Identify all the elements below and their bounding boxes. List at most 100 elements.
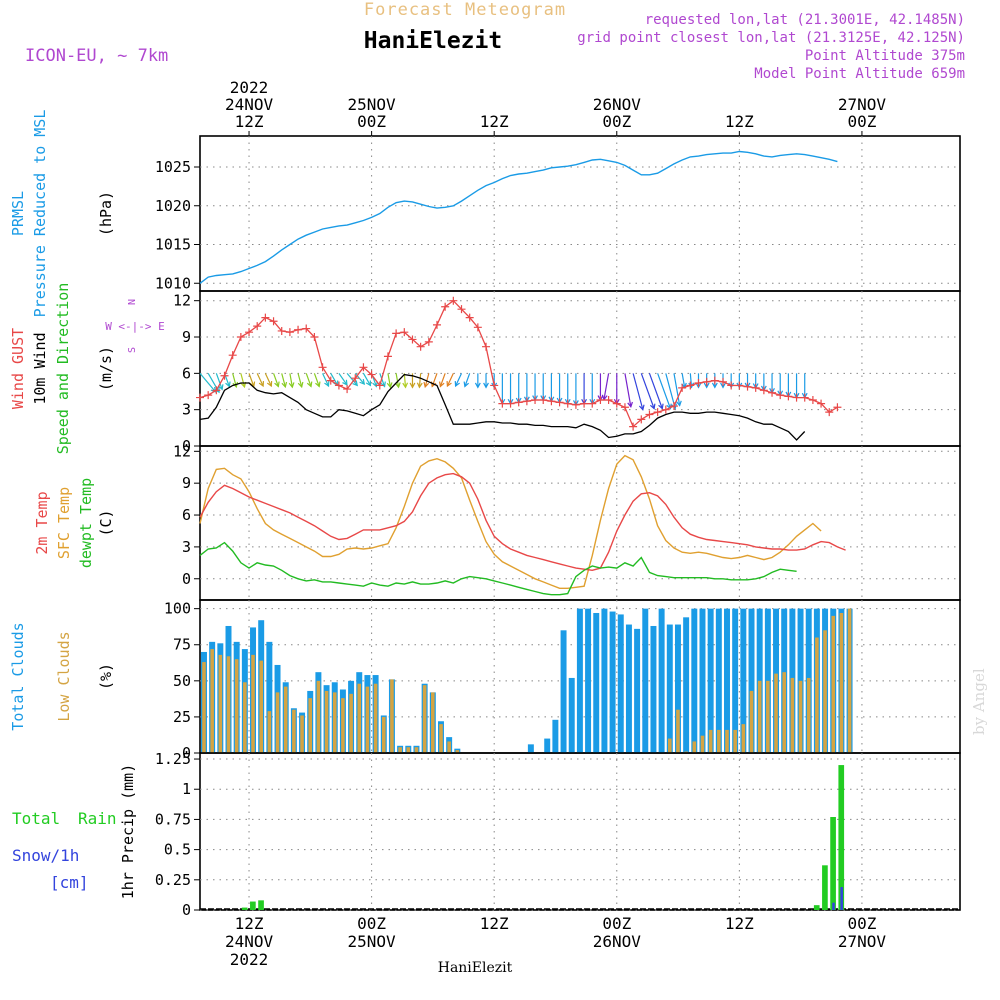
location-title: HaniElezit (364, 28, 502, 54)
gust-marker (310, 333, 319, 342)
gust-marker (294, 325, 303, 334)
low-cloud-bar (725, 729, 729, 753)
wind-arrow (483, 373, 489, 389)
wind-arrow (297, 373, 304, 389)
wind-arrow (322, 373, 330, 388)
top-time-label: 12Z (235, 112, 264, 131)
gust-marker (457, 305, 466, 314)
low-cloud-bar (749, 690, 754, 753)
y-tick-label: 1 (182, 780, 191, 798)
wind-arrow (640, 373, 656, 410)
gust-marker (825, 408, 834, 417)
gust-marker (375, 381, 384, 390)
gust-marker (776, 391, 785, 400)
footer-location: HaniElezit (438, 960, 513, 976)
wind-arrow (346, 372, 359, 387)
gust-marker (727, 381, 736, 390)
compass-label: W <-|-> E (105, 320, 165, 333)
gust-marker (588, 399, 597, 408)
low-cloud-bar (439, 724, 443, 753)
total-cloud-bar (552, 719, 559, 753)
wind-arrow (463, 373, 471, 388)
series-label: Pressure Reduced to MSL (31, 110, 49, 318)
total-cloud-bar (601, 608, 608, 753)
gust-marker (343, 385, 352, 394)
gust-marker (629, 422, 638, 431)
gust-marker (531, 395, 540, 404)
top-time-label: 12Z (480, 112, 509, 131)
unit-label: 1hr Precip (mm) (119, 764, 137, 899)
low-cloud-bar (782, 672, 786, 753)
wind-arrow (313, 373, 321, 388)
gust-marker (261, 313, 270, 322)
wind-arrow (402, 373, 409, 389)
low-cloud-bar (300, 715, 304, 753)
gust-marker (204, 391, 213, 400)
gust-marker (612, 399, 621, 408)
wind-arrow (454, 373, 463, 388)
gust-marker (465, 313, 474, 322)
wind-arrow (281, 373, 288, 389)
gust-marker (661, 405, 670, 414)
gust-marker (432, 320, 441, 329)
total-cloud-bar (658, 608, 665, 753)
wind-arrow (264, 373, 273, 388)
bottom-time-label: 25NOV (348, 932, 397, 951)
top-time-label: 26NOV (593, 95, 642, 114)
series-label: Total (12, 809, 60, 828)
low-cloud-bar (815, 637, 819, 753)
total-cloud-bar (666, 624, 673, 753)
wind-arrow (657, 373, 672, 410)
wind-arrow (474, 373, 481, 389)
sfc-temp-line (199, 454, 822, 589)
gust-marker (473, 323, 482, 332)
series-label: SFC Temp (55, 487, 73, 559)
rain-bar (830, 817, 836, 910)
gust-marker (784, 392, 793, 401)
total-cloud-bar (683, 617, 690, 753)
gust-marker (498, 399, 507, 408)
rain-bar (822, 865, 828, 910)
wind-speed-line (199, 373, 806, 441)
gust-marker (678, 383, 687, 392)
gust-marker (686, 381, 695, 390)
gust-marker (220, 371, 229, 380)
panel-frame (199, 290, 961, 447)
wind-arrow (288, 373, 295, 389)
gust-marker (196, 393, 204, 402)
series-label: 2m Temp (33, 491, 51, 554)
low-cloud-bar (700, 735, 705, 753)
unit-label: (m/s) (97, 346, 115, 391)
low-cloud-bar (806, 677, 811, 753)
gust-marker (326, 376, 335, 385)
low-cloud-bar (798, 680, 803, 753)
gust-marker (302, 324, 311, 333)
panel-frame (199, 445, 961, 601)
low-cloud-bar (398, 747, 402, 753)
y-tick-label: 50 (173, 672, 191, 690)
series-label: dewpt Temp (77, 478, 95, 568)
total-cloud-bar (576, 608, 583, 753)
low-cloud-bar (406, 747, 411, 753)
wind-arrow (215, 373, 224, 391)
total-cloud-bar (609, 611, 616, 753)
low-cloud-bar (741, 724, 746, 753)
top-time-label: 00Z (602, 112, 631, 131)
gust-marker (808, 395, 817, 404)
total-cloud-bar (593, 612, 600, 753)
wind-arrow (564, 373, 571, 405)
low-cloud-bar (218, 654, 223, 753)
low-cloud-bar (692, 741, 697, 753)
gust-marker (514, 398, 523, 407)
low-cloud-bar (757, 680, 762, 753)
wind-arrow (256, 373, 265, 388)
snow-bar (840, 887, 843, 910)
total-cloud-bar (642, 608, 649, 753)
bottom-time-label: 00Z (847, 914, 876, 933)
low-cloud-bar (202, 662, 206, 753)
gust-marker (212, 386, 221, 395)
snow-bar (832, 902, 835, 910)
low-cloud-bar (708, 729, 713, 753)
wind-arrow (354, 372, 366, 386)
